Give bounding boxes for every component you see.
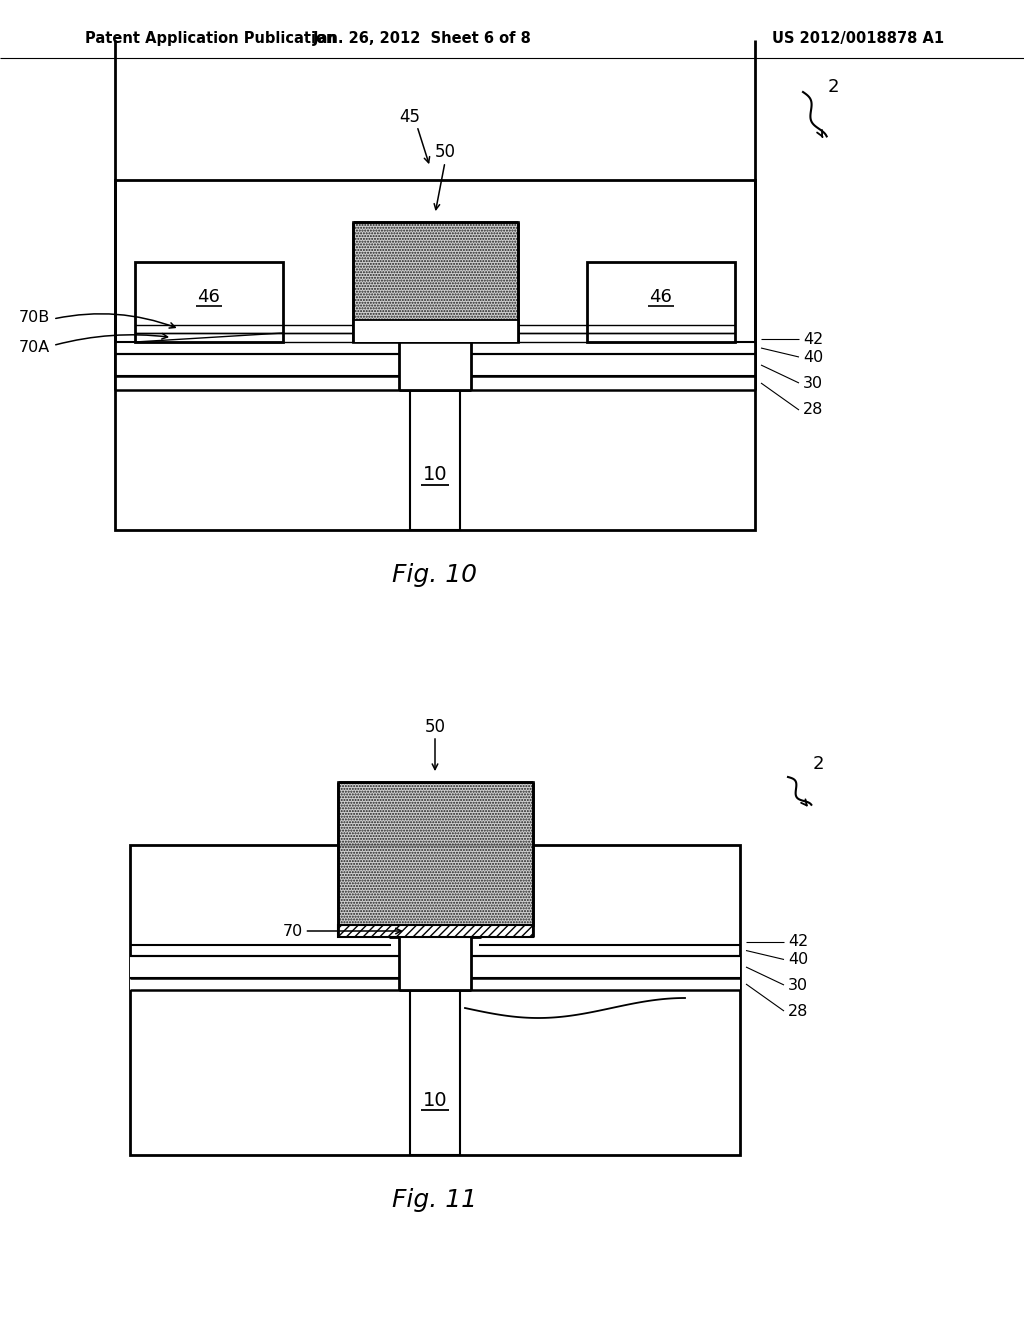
Text: 28: 28 [788,1003,808,1019]
Bar [399,333,471,389]
Text: 28: 28 [803,403,823,417]
Bar [472,354,755,376]
Bar [352,222,517,342]
Text: Jan. 26, 2012  Sheet 6 of 8: Jan. 26, 2012 Sheet 6 of 8 [312,30,531,45]
Bar [115,376,398,389]
Bar [115,342,399,354]
Bar [587,261,735,342]
Text: 45: 45 [399,108,421,125]
Text: Fig. 10: Fig. 10 [392,564,477,587]
Text: 2: 2 [812,755,823,774]
Text: 30: 30 [788,978,808,993]
Bar [135,261,283,342]
Text: 2: 2 [827,78,839,96]
Text: 40: 40 [788,952,808,968]
Text: 40: 40 [803,350,823,364]
Bar [338,781,532,925]
Bar [130,978,398,990]
Text: 10: 10 [423,1090,447,1110]
Bar [410,990,460,1155]
Bar [471,342,755,354]
Text: 50: 50 [425,718,445,737]
Text: 10: 10 [423,466,447,484]
Text: 42: 42 [803,331,823,346]
Text: 70B: 70B [18,309,50,325]
Bar [472,978,740,990]
Text: 70A: 70A [18,341,50,355]
Text: 70: 70 [283,924,302,939]
Bar [338,925,532,937]
Bar [352,319,517,342]
Bar [410,389,460,531]
Text: 50: 50 [434,143,456,161]
Text: US 2012/0018878 A1: US 2012/0018878 A1 [772,30,944,45]
Text: 30: 30 [803,375,823,391]
Bar [115,354,398,376]
Text: 46: 46 [198,288,220,306]
Text: Patent Application Publication: Patent Application Publication [85,30,337,45]
Text: Fig. 11: Fig. 11 [392,1188,477,1212]
Bar [130,956,398,978]
Text: 46: 46 [649,288,673,306]
Bar [472,956,740,978]
Bar [399,937,471,990]
Bar [115,180,755,531]
Text: 42: 42 [788,935,808,949]
Bar [472,376,755,389]
Bar [130,845,740,1155]
